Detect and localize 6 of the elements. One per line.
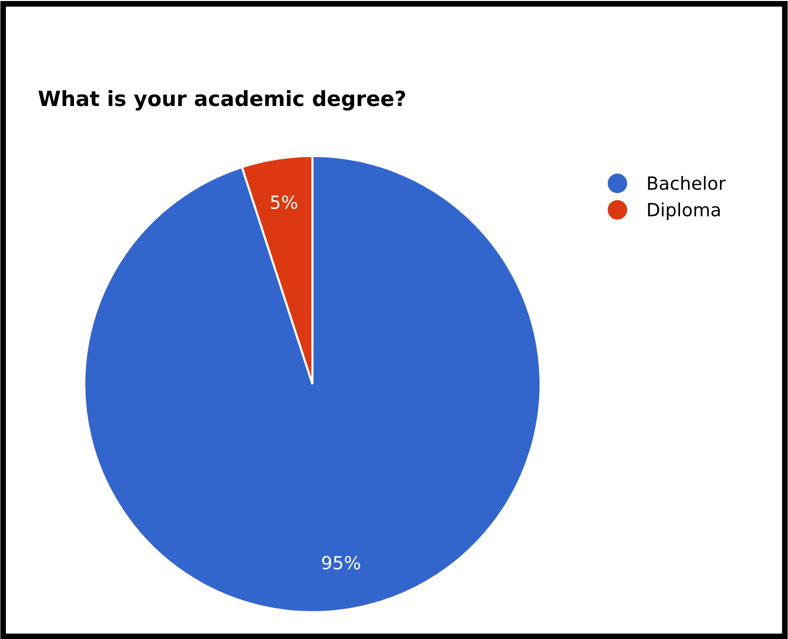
data-label: 5%	[270, 195, 298, 210]
pie-slice	[83, 154, 542, 614]
legend-label: Bachelor	[648, 176, 726, 190]
data-label: 95%	[322, 556, 360, 570]
legend-label: Diploma	[648, 202, 720, 220]
chart-title: What is your academic degree?	[38, 90, 406, 110]
